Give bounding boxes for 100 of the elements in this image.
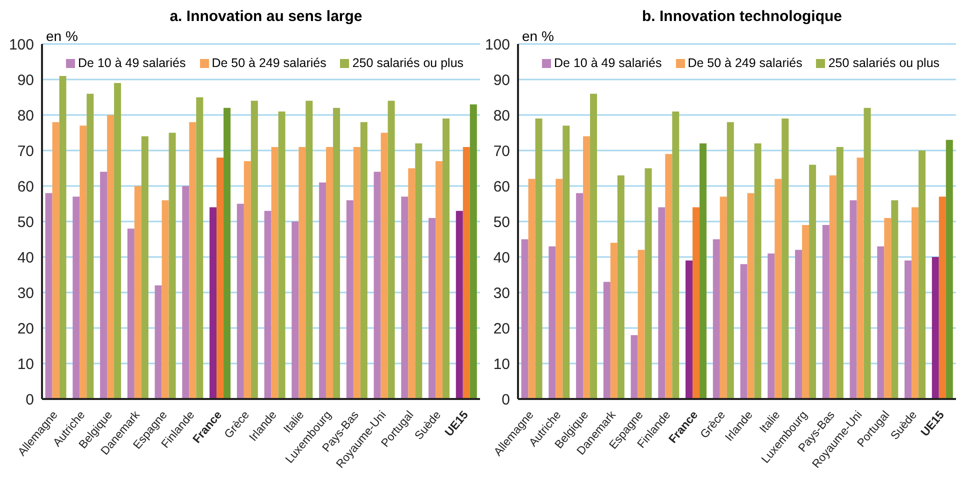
bar xyxy=(720,196,727,399)
bar xyxy=(884,218,892,399)
bar xyxy=(891,200,898,399)
y-tick-label: 20 xyxy=(17,320,34,338)
bar xyxy=(436,161,443,399)
bar xyxy=(182,186,190,399)
bar xyxy=(244,161,251,399)
bar xyxy=(141,136,148,399)
bar xyxy=(462,146,470,399)
bar xyxy=(802,225,810,399)
bar xyxy=(686,260,693,399)
bar xyxy=(408,168,416,399)
bar xyxy=(470,104,477,399)
bar xyxy=(292,222,299,399)
bar xyxy=(45,193,52,399)
bar xyxy=(196,97,204,399)
bar xyxy=(782,118,789,399)
y-tick-label: 0 xyxy=(26,391,34,408)
bar xyxy=(326,146,334,399)
bar xyxy=(442,118,450,399)
bar xyxy=(456,210,463,399)
y-tick-label: 60 xyxy=(17,178,34,196)
legend-label: De 10 à 49 salariés xyxy=(77,56,186,70)
bar xyxy=(638,250,645,399)
bar xyxy=(658,207,666,399)
bar xyxy=(918,150,926,399)
bar xyxy=(168,132,176,399)
y-tick-label: 30 xyxy=(17,284,34,302)
bar xyxy=(360,122,368,399)
bar xyxy=(856,158,864,399)
bar xyxy=(216,158,224,399)
bar xyxy=(754,143,762,399)
bar xyxy=(374,172,381,399)
y-tick-label: 50 xyxy=(17,214,34,231)
bar xyxy=(822,225,830,399)
bar xyxy=(726,122,734,399)
chart-title: b. Innovation technologique xyxy=(641,8,843,27)
bar xyxy=(576,193,584,399)
y-tick-label: 100 xyxy=(484,36,510,54)
bar xyxy=(388,100,395,399)
y-tick-label: 100 xyxy=(8,36,34,54)
bar xyxy=(528,178,536,399)
bar xyxy=(319,182,326,399)
y-tick-label: 0 xyxy=(502,391,510,408)
y-tick-label: 80 xyxy=(17,107,34,124)
bar xyxy=(583,136,590,399)
y-axis-title: en % xyxy=(46,28,78,44)
bar xyxy=(535,118,542,399)
bar xyxy=(747,193,754,399)
y-axis-title: en % xyxy=(522,28,554,44)
bar xyxy=(672,111,680,399)
y-tick-label: 40 xyxy=(17,249,34,266)
bar xyxy=(127,228,134,399)
bar xyxy=(333,108,340,399)
y-tick-label: 50 xyxy=(493,214,510,231)
bar xyxy=(380,132,388,399)
bar xyxy=(353,146,360,399)
bar xyxy=(271,146,278,399)
chart-title: a. Innovation au sens large xyxy=(168,8,364,27)
bar xyxy=(850,200,857,399)
bar xyxy=(603,282,610,399)
y-tick-label: 90 xyxy=(17,72,34,89)
bar xyxy=(809,164,816,399)
bar xyxy=(189,122,196,399)
bar xyxy=(912,207,919,399)
bar xyxy=(768,253,775,399)
bar xyxy=(59,76,66,399)
y-tick-label: 40 xyxy=(493,249,510,266)
legend-label: De 50 à 249 salariés xyxy=(686,56,802,70)
bar xyxy=(278,111,286,399)
bar xyxy=(590,94,598,399)
legend-label: De 10 à 49 salariés xyxy=(553,56,662,70)
bar xyxy=(298,146,306,399)
y-tick-label: 10 xyxy=(493,356,510,373)
bar xyxy=(134,186,142,399)
bar xyxy=(100,172,108,399)
y-tick-label: 60 xyxy=(493,178,510,196)
legend-label: 250 salariés ou plus xyxy=(351,56,464,70)
bar xyxy=(938,196,946,399)
bar xyxy=(946,140,953,399)
bar xyxy=(864,108,871,399)
legend-label: 250 salariés ou plus xyxy=(827,56,940,70)
bar xyxy=(86,94,94,399)
bar xyxy=(250,100,258,399)
y-tick-label: 90 xyxy=(493,72,510,89)
legend-label: De 50 à 249 salariés xyxy=(210,56,326,70)
bar xyxy=(774,178,782,399)
bar xyxy=(52,122,60,399)
bar xyxy=(932,257,939,399)
y-tick-label: 10 xyxy=(17,356,34,373)
bar xyxy=(162,200,169,399)
y-tick-label: 20 xyxy=(493,320,510,338)
bar xyxy=(306,100,313,399)
bar xyxy=(562,126,570,399)
y-tick-label: 30 xyxy=(493,284,510,302)
y-tick-label: 70 xyxy=(493,142,510,160)
bar xyxy=(72,196,80,399)
y-tick-label: 70 xyxy=(17,142,34,160)
y-tick-label: 80 xyxy=(493,107,510,124)
bar xyxy=(346,200,354,399)
